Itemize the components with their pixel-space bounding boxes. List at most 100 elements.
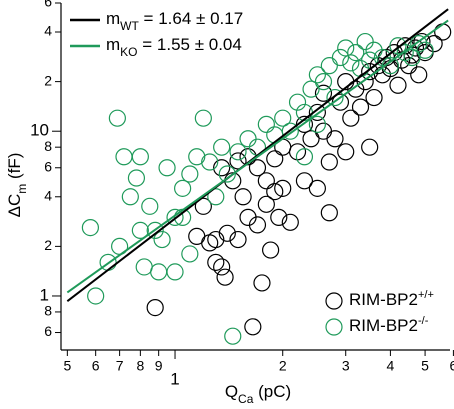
data-point <box>188 148 206 166</box>
y-tick-label: 1 <box>40 285 49 304</box>
data-point <box>274 109 292 127</box>
data-point <box>257 172 275 190</box>
data-point <box>108 109 126 127</box>
y-tick-label: 8 <box>44 138 52 154</box>
data-point <box>216 268 234 286</box>
data-point <box>194 109 212 127</box>
data-point <box>266 183 284 201</box>
data-point <box>347 43 365 62</box>
data-point <box>153 230 171 249</box>
data-point <box>262 241 280 259</box>
data-point <box>131 221 149 240</box>
data-point <box>218 165 236 183</box>
data-point <box>213 138 231 156</box>
fit-label-m: m <box>106 35 120 54</box>
y-tick-label: 2 <box>44 72 52 88</box>
data-point <box>135 258 153 276</box>
data-point <box>288 93 307 111</box>
data-point <box>194 197 212 215</box>
fit-label-sub: WT <box>120 19 139 33</box>
y-axis-title-rest: (fF) <box>5 153 24 184</box>
data-point <box>308 66 326 84</box>
data-point <box>410 66 428 84</box>
data-point <box>146 221 164 240</box>
data-point <box>181 245 199 263</box>
x-axis-title: QCa (pC) <box>225 382 291 406</box>
data-point <box>266 150 284 168</box>
data-point <box>248 159 267 177</box>
data-point <box>381 57 400 75</box>
data-point <box>150 263 168 281</box>
data-point <box>425 35 443 53</box>
y-tick-label: 10 <box>30 121 49 140</box>
data-point <box>337 143 355 161</box>
data-point <box>302 130 320 148</box>
data-point <box>320 153 338 171</box>
y-tick-label: 8 <box>44 303 52 319</box>
data-point <box>127 169 146 187</box>
data-point <box>403 48 421 67</box>
data-point <box>201 234 219 252</box>
x-tick-label: 6 <box>92 358 100 374</box>
data-point <box>308 103 326 122</box>
data-point <box>270 208 288 226</box>
y-tick-label: 4 <box>44 187 52 203</box>
data-point <box>413 32 431 51</box>
data-point <box>213 159 231 177</box>
y-tick-label: 6 <box>44 0 52 10</box>
data-point <box>314 84 333 102</box>
y-tick-label: 6 <box>44 323 52 339</box>
data-point <box>218 224 236 242</box>
y-tick-label: 2 <box>44 237 52 253</box>
data-point <box>434 23 452 41</box>
y-axis-title-main: ΔC <box>5 194 24 218</box>
legend-sup: -/- <box>418 315 429 327</box>
data-point <box>131 148 149 166</box>
fit-line <box>66 8 449 302</box>
data-point <box>166 208 184 226</box>
y-axis-title-sub: m <box>15 184 29 194</box>
data-point <box>146 299 164 317</box>
data-point <box>257 195 275 213</box>
fit-label-text: = 1.55 ± 0.04 <box>138 35 242 54</box>
x-axis-title-rest: (pC) <box>253 382 291 401</box>
data-point <box>234 188 252 206</box>
data-point <box>331 48 350 67</box>
x-axis-title-sub: Ca <box>238 392 254 406</box>
data-point <box>314 122 333 140</box>
data-point <box>320 57 338 75</box>
data-point <box>351 59 370 78</box>
data-point <box>302 80 320 98</box>
y-axis-title: ΔCm (fF) <box>5 153 29 218</box>
data-point <box>308 179 326 197</box>
data-point <box>365 88 383 107</box>
x-tick-label: 2 <box>279 358 287 374</box>
data-point <box>389 76 407 94</box>
data-point <box>308 115 326 133</box>
data-point <box>281 213 299 231</box>
data-point <box>166 263 184 281</box>
data-point <box>337 39 355 57</box>
data-point <box>342 54 360 72</box>
data-point <box>326 88 344 107</box>
legend-marker <box>325 318 343 336</box>
data-point <box>174 179 192 197</box>
data-point <box>281 122 299 140</box>
data-point <box>207 253 225 271</box>
data-point <box>326 130 344 148</box>
y-tick-label: 4 <box>44 23 52 39</box>
legend-label: RIM-BP2-/- <box>349 315 429 336</box>
data-point <box>121 188 139 206</box>
data-point <box>356 32 374 51</box>
data-point <box>248 216 267 234</box>
data-point <box>274 179 292 197</box>
data-point <box>410 35 428 53</box>
fit-label-m: m <box>106 9 120 28</box>
data-point <box>406 39 425 57</box>
x-tick-label: 1 <box>170 369 179 388</box>
fit-label-sub: KO <box>120 45 137 59</box>
fit-line <box>66 19 449 294</box>
fit-label-text: = 1.64 ± 0.17 <box>139 9 243 28</box>
data-point <box>239 130 257 148</box>
